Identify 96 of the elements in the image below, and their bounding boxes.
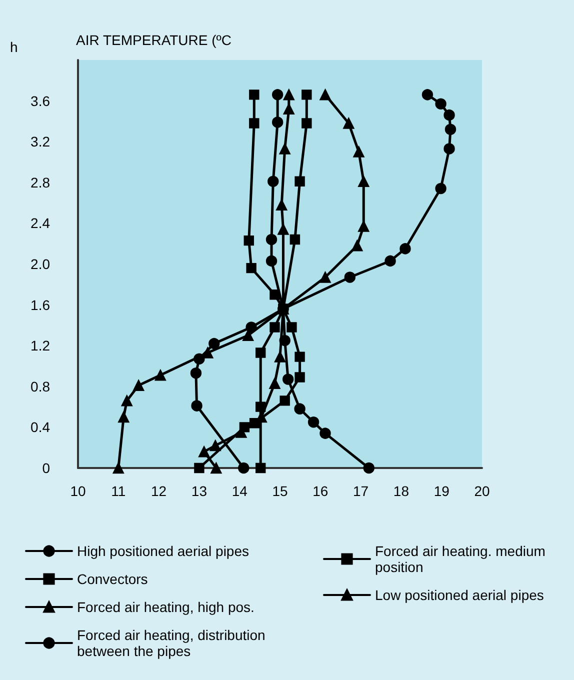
legend-label: High positioned aerial pipes [77, 543, 249, 559]
point [154, 370, 166, 381]
point [238, 462, 250, 474]
point [269, 378, 280, 389]
point [279, 334, 290, 346]
point [279, 143, 290, 154]
point [270, 290, 280, 300]
legend-label: Convectors [77, 571, 148, 587]
point [353, 146, 364, 158]
point [256, 348, 266, 358]
point [276, 199, 288, 210]
point [294, 176, 305, 186]
point [191, 400, 202, 412]
point [286, 322, 297, 332]
point [133, 380, 144, 391]
point [294, 372, 305, 382]
point [422, 89, 434, 100]
x-tick-label: 12 [151, 483, 167, 499]
y-tick-label: 1.2 [30, 338, 50, 354]
point [320, 428, 331, 439]
x-tick-label: 19 [434, 483, 450, 499]
point [294, 352, 305, 362]
point [249, 90, 260, 100]
point [246, 322, 257, 333]
point [384, 255, 396, 267]
point [194, 353, 205, 364]
y-tick-label: 2.0 [30, 256, 50, 272]
x-axis-title: AIR TEMPERATURE (ºC [76, 32, 232, 48]
x-tick-label: 15 [272, 483, 288, 499]
point [210, 462, 222, 474]
point [244, 235, 254, 246]
point [444, 109, 455, 121]
point [268, 176, 279, 187]
point [272, 89, 284, 100]
point [320, 89, 331, 100]
point [352, 240, 363, 252]
point [435, 182, 446, 194]
point [249, 118, 260, 128]
legend-label: Forced air heating, high pos. [77, 599, 254, 615]
x-tick-label: 20 [474, 483, 490, 499]
point [400, 243, 411, 254]
point [270, 322, 280, 332]
point [343, 118, 354, 129]
point [283, 103, 294, 115]
y-tick-label: 1.6 [30, 296, 50, 313]
point [242, 330, 254, 341]
y-tick-label: 0.8 [30, 378, 50, 394]
y-tick-label: 0 [42, 460, 50, 476]
point [210, 440, 221, 452]
point [266, 234, 278, 246]
point [320, 272, 331, 283]
point [444, 124, 456, 135]
x-tick-label: 13 [191, 483, 208, 499]
point [283, 89, 294, 100]
y-tick-label: 2.4 [30, 215, 50, 232]
point [302, 90, 312, 100]
point [278, 224, 289, 235]
x-tick-label: 11 [111, 483, 126, 499]
point [363, 462, 374, 474]
y-tick-label: 0.4 [30, 419, 50, 436]
point [290, 234, 300, 245]
point [358, 220, 370, 232]
point [444, 143, 455, 154]
point [294, 403, 306, 414]
y-tick-label: 3.6 [30, 92, 50, 109]
point [208, 338, 220, 350]
point [112, 462, 124, 474]
point [358, 176, 370, 187]
y-tick-label: 2.8 [30, 174, 50, 190]
legend-label: Forced air heating. medium position [375, 543, 550, 575]
point [190, 368, 202, 379]
y-axis-title: h [10, 39, 18, 55]
x-tick-label: 10 [70, 483, 86, 499]
x-tick-label: 18 [393, 483, 410, 499]
point [308, 416, 320, 428]
point [280, 396, 290, 406]
point [256, 402, 266, 412]
x-tick-label: 17 [353, 483, 369, 499]
point [282, 374, 294, 385]
legend-label: Low positioned aerial pipes [375, 587, 544, 603]
x-tick-label: 14 [232, 483, 248, 499]
point [246, 262, 256, 274]
point [272, 116, 284, 128]
point [121, 395, 132, 406]
y-tick-label: 3.2 [30, 134, 50, 150]
point [274, 351, 286, 362]
point [256, 462, 266, 474]
point [344, 272, 356, 283]
point [118, 411, 130, 423]
point [435, 98, 446, 110]
x-tick-label: 16 [312, 483, 328, 499]
legend-label: Forced air heating, distribution between the pipes [77, 627, 270, 659]
point [302, 118, 312, 128]
point [266, 255, 278, 267]
point [198, 446, 210, 458]
point [194, 462, 204, 474]
